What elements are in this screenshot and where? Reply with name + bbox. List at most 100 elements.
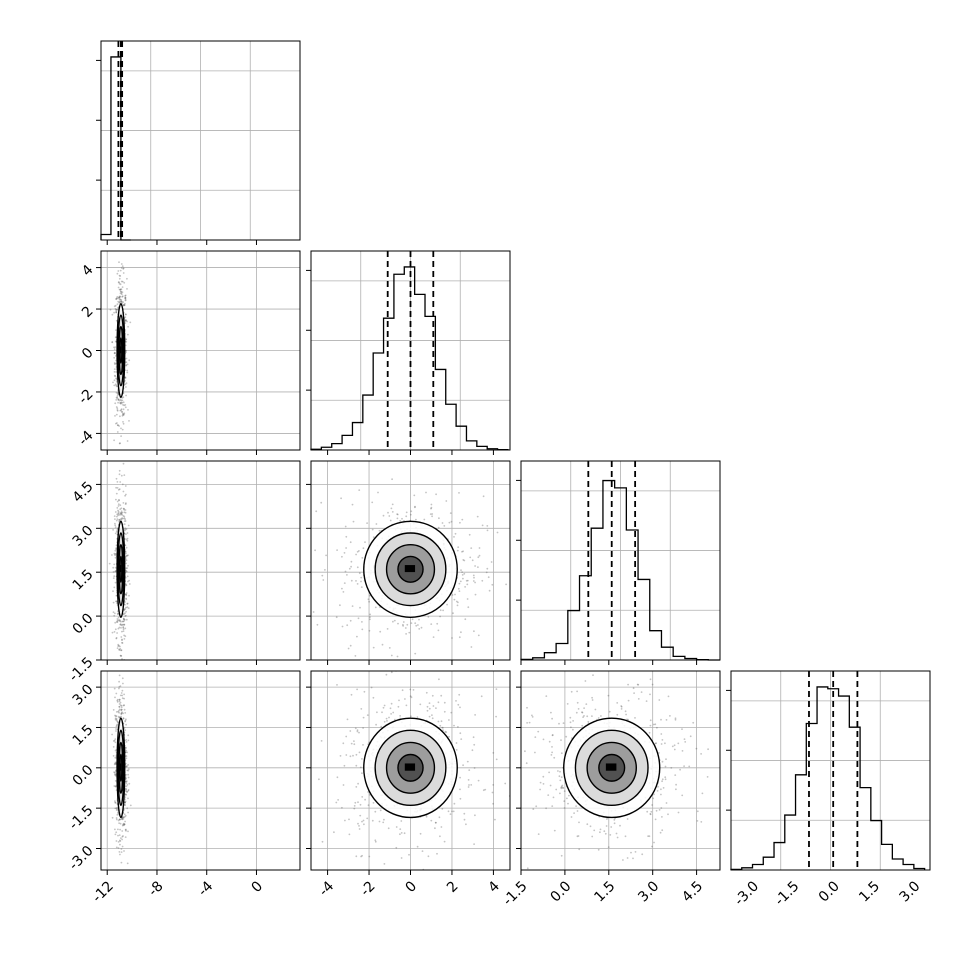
scatter-point xyxy=(473,767,476,769)
scatter-point xyxy=(126,539,129,542)
scatter-point xyxy=(114,628,117,631)
scatter-point xyxy=(114,336,117,339)
scatter-point xyxy=(125,562,127,565)
scatter-point xyxy=(495,688,498,690)
scatter-point xyxy=(448,735,450,738)
scatter-point xyxy=(586,715,589,718)
scatter-point xyxy=(526,722,528,724)
scatter-point xyxy=(414,652,417,655)
scatter-point xyxy=(438,517,440,520)
scatter-point xyxy=(660,793,662,796)
scatter-point xyxy=(366,817,369,820)
scatter-point xyxy=(481,524,484,527)
scatter-point xyxy=(119,704,122,707)
scatter-point xyxy=(670,767,673,769)
x-tick-label: 1.5 xyxy=(856,878,883,905)
scatter-point xyxy=(125,554,128,557)
scatter-point xyxy=(560,752,563,755)
scatter-point xyxy=(405,704,408,707)
scatter-point xyxy=(395,826,398,828)
scatter-point xyxy=(416,845,419,848)
scatter-point xyxy=(353,743,356,746)
scatter-point xyxy=(446,603,448,606)
scatter-point xyxy=(368,855,371,858)
contour-level-4 xyxy=(598,753,626,782)
scatter-point xyxy=(112,611,115,614)
scatter-point xyxy=(122,301,125,303)
scatter-point xyxy=(114,714,116,717)
y-tick-label: 3.0 xyxy=(70,523,97,550)
scatter-point xyxy=(616,702,619,704)
scatter-point xyxy=(125,597,127,600)
scatter-point xyxy=(123,511,126,514)
scatter-point xyxy=(119,290,122,293)
scatter-point xyxy=(352,520,355,523)
scatter-point xyxy=(341,587,343,590)
scatter-point xyxy=(127,764,129,766)
scatter-point xyxy=(551,751,553,754)
scatter-point xyxy=(353,740,355,742)
scatter-point xyxy=(123,815,126,818)
scatter-point xyxy=(117,715,120,718)
scatter-point xyxy=(122,267,125,270)
scatter-point xyxy=(374,606,377,609)
scatter-point xyxy=(478,554,481,557)
scatter-point xyxy=(358,550,360,552)
scatter-point xyxy=(341,806,343,809)
scatter-point xyxy=(116,518,119,520)
scatter-point xyxy=(434,821,437,824)
scatter-point xyxy=(124,729,127,731)
scatter-point xyxy=(119,481,122,483)
scatter-point xyxy=(115,297,118,300)
scatter-point xyxy=(671,745,674,748)
scatter-point xyxy=(361,628,364,631)
scatter-point xyxy=(665,758,667,761)
scatter-point xyxy=(437,629,440,632)
scatter-point xyxy=(127,768,130,770)
histogram-step xyxy=(520,479,720,661)
scatter-point xyxy=(349,730,352,732)
scatter-point xyxy=(125,593,127,596)
scatter-point xyxy=(120,507,123,510)
scatter-point xyxy=(116,647,119,649)
scatter-point xyxy=(531,716,534,718)
scatter-point xyxy=(359,606,361,609)
scatter-point xyxy=(114,738,117,740)
scatter-point xyxy=(116,620,119,622)
scatter-point xyxy=(664,778,667,781)
scatter-point xyxy=(403,832,406,835)
scatter-point xyxy=(456,604,459,607)
scatter-point xyxy=(369,616,371,619)
scatter-point xyxy=(113,785,116,787)
scatter-point xyxy=(118,680,120,683)
scatter-point xyxy=(114,524,117,527)
panel-content xyxy=(311,461,510,660)
scatter-point xyxy=(410,696,413,699)
scatter-point xyxy=(660,733,663,735)
scatter-point xyxy=(125,364,127,367)
scatter-point xyxy=(361,772,363,775)
scatter-point xyxy=(113,371,116,373)
scatter-point xyxy=(358,489,361,491)
scatter-point xyxy=(115,406,118,408)
scatter-point xyxy=(325,554,327,557)
scatter-point xyxy=(606,818,608,820)
scatter-point xyxy=(569,721,572,724)
scatter-point xyxy=(119,701,122,704)
panel-content xyxy=(101,671,300,870)
scatter-point xyxy=(649,813,652,815)
scatter-point xyxy=(578,848,581,851)
scatter-point xyxy=(664,776,667,779)
scatter-point xyxy=(550,754,553,756)
scatter-point xyxy=(114,773,116,776)
scatter-point xyxy=(675,788,677,791)
scatter-point xyxy=(569,716,572,719)
panel-frame xyxy=(100,670,301,871)
scatter-point xyxy=(118,706,121,708)
scatter-point xyxy=(441,726,443,729)
scatter-point xyxy=(116,396,119,398)
scatter-point xyxy=(124,294,127,297)
scatter-point xyxy=(390,702,393,705)
scatter-point xyxy=(124,829,127,831)
scatter-point xyxy=(649,693,651,696)
